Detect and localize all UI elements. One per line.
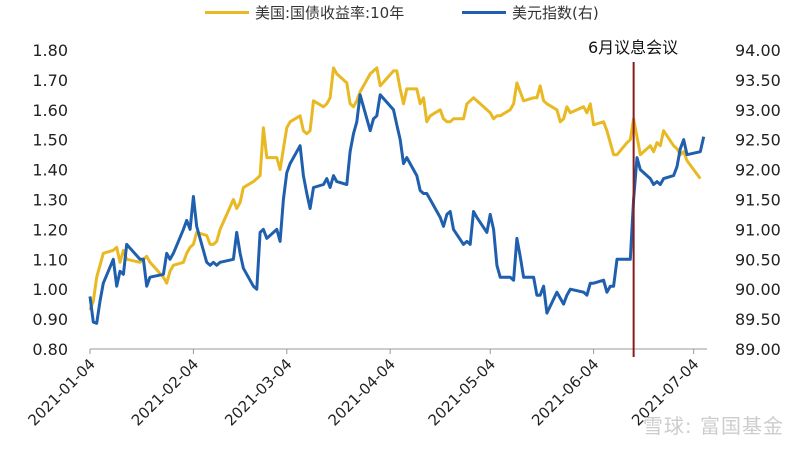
legend: 美国:国债收益率:10年 美元指数(右) [0, 2, 800, 24]
x-tick-label: 2021-06-04 [528, 355, 602, 429]
y-right-tick-label: 92.50 [735, 131, 781, 150]
y-right-tick-label: 89.00 [735, 340, 781, 359]
y-left-tick-label: 1.40 [32, 161, 68, 180]
series-line-yield [88, 66, 702, 311]
legend-swatch-dxy [462, 11, 506, 14]
watermark: 雪球: 富国基金 [642, 414, 784, 438]
y-left-tick-label: 1.60 [32, 101, 68, 120]
y-right-tick-label: 91.50 [735, 191, 781, 210]
y-right-tick-label: 89.50 [735, 310, 781, 329]
y-left-tick-label: 1.10 [32, 250, 68, 269]
x-tick-label: 2021-03-04 [221, 355, 295, 429]
x-tick-label: 2021-01-04 [24, 355, 98, 429]
y-left-tick-label: 1.50 [32, 131, 68, 150]
y-left-tick-label: 1.80 [32, 41, 68, 60]
y-left-tick-label: 0.80 [32, 340, 68, 359]
y-right-tick-label: 91.00 [735, 220, 781, 239]
y-left-tick-label: 1.30 [32, 191, 68, 210]
legend-swatch-yield [205, 11, 249, 14]
x-tick-label: 2021-05-04 [425, 355, 499, 429]
legend-item-dxy: 美元指数(右) [462, 2, 599, 23]
series-line-dxy [88, 93, 706, 325]
x-tick-label: 2021-02-04 [128, 355, 202, 429]
legend-item-yield: 美国:国债收益率:10年 [205, 2, 404, 23]
y-right-tick-label: 92.00 [735, 161, 781, 180]
y-right-tick-label: 93.00 [735, 101, 781, 120]
y-left-tick-label: 1.00 [32, 280, 68, 299]
legend-label-dxy: 美元指数(右) [512, 4, 599, 22]
x-tick-label: 2021-04-04 [325, 355, 399, 429]
y-right-tick-label: 94.00 [735, 41, 781, 60]
fomc-annotation-label: 6月议息会议 [588, 38, 679, 57]
y-left-tick-label: 1.20 [32, 220, 68, 239]
y-right-tick-label: 90.50 [735, 250, 781, 269]
legend-label-yield: 美国:国债收益率:10年 [255, 4, 405, 22]
y-right-tick-label: 93.50 [735, 71, 781, 90]
y-left-tick-label: 0.90 [32, 310, 68, 329]
y-right-tick-label: 90.00 [735, 280, 781, 299]
y-left-tick-label: 1.70 [32, 71, 68, 90]
